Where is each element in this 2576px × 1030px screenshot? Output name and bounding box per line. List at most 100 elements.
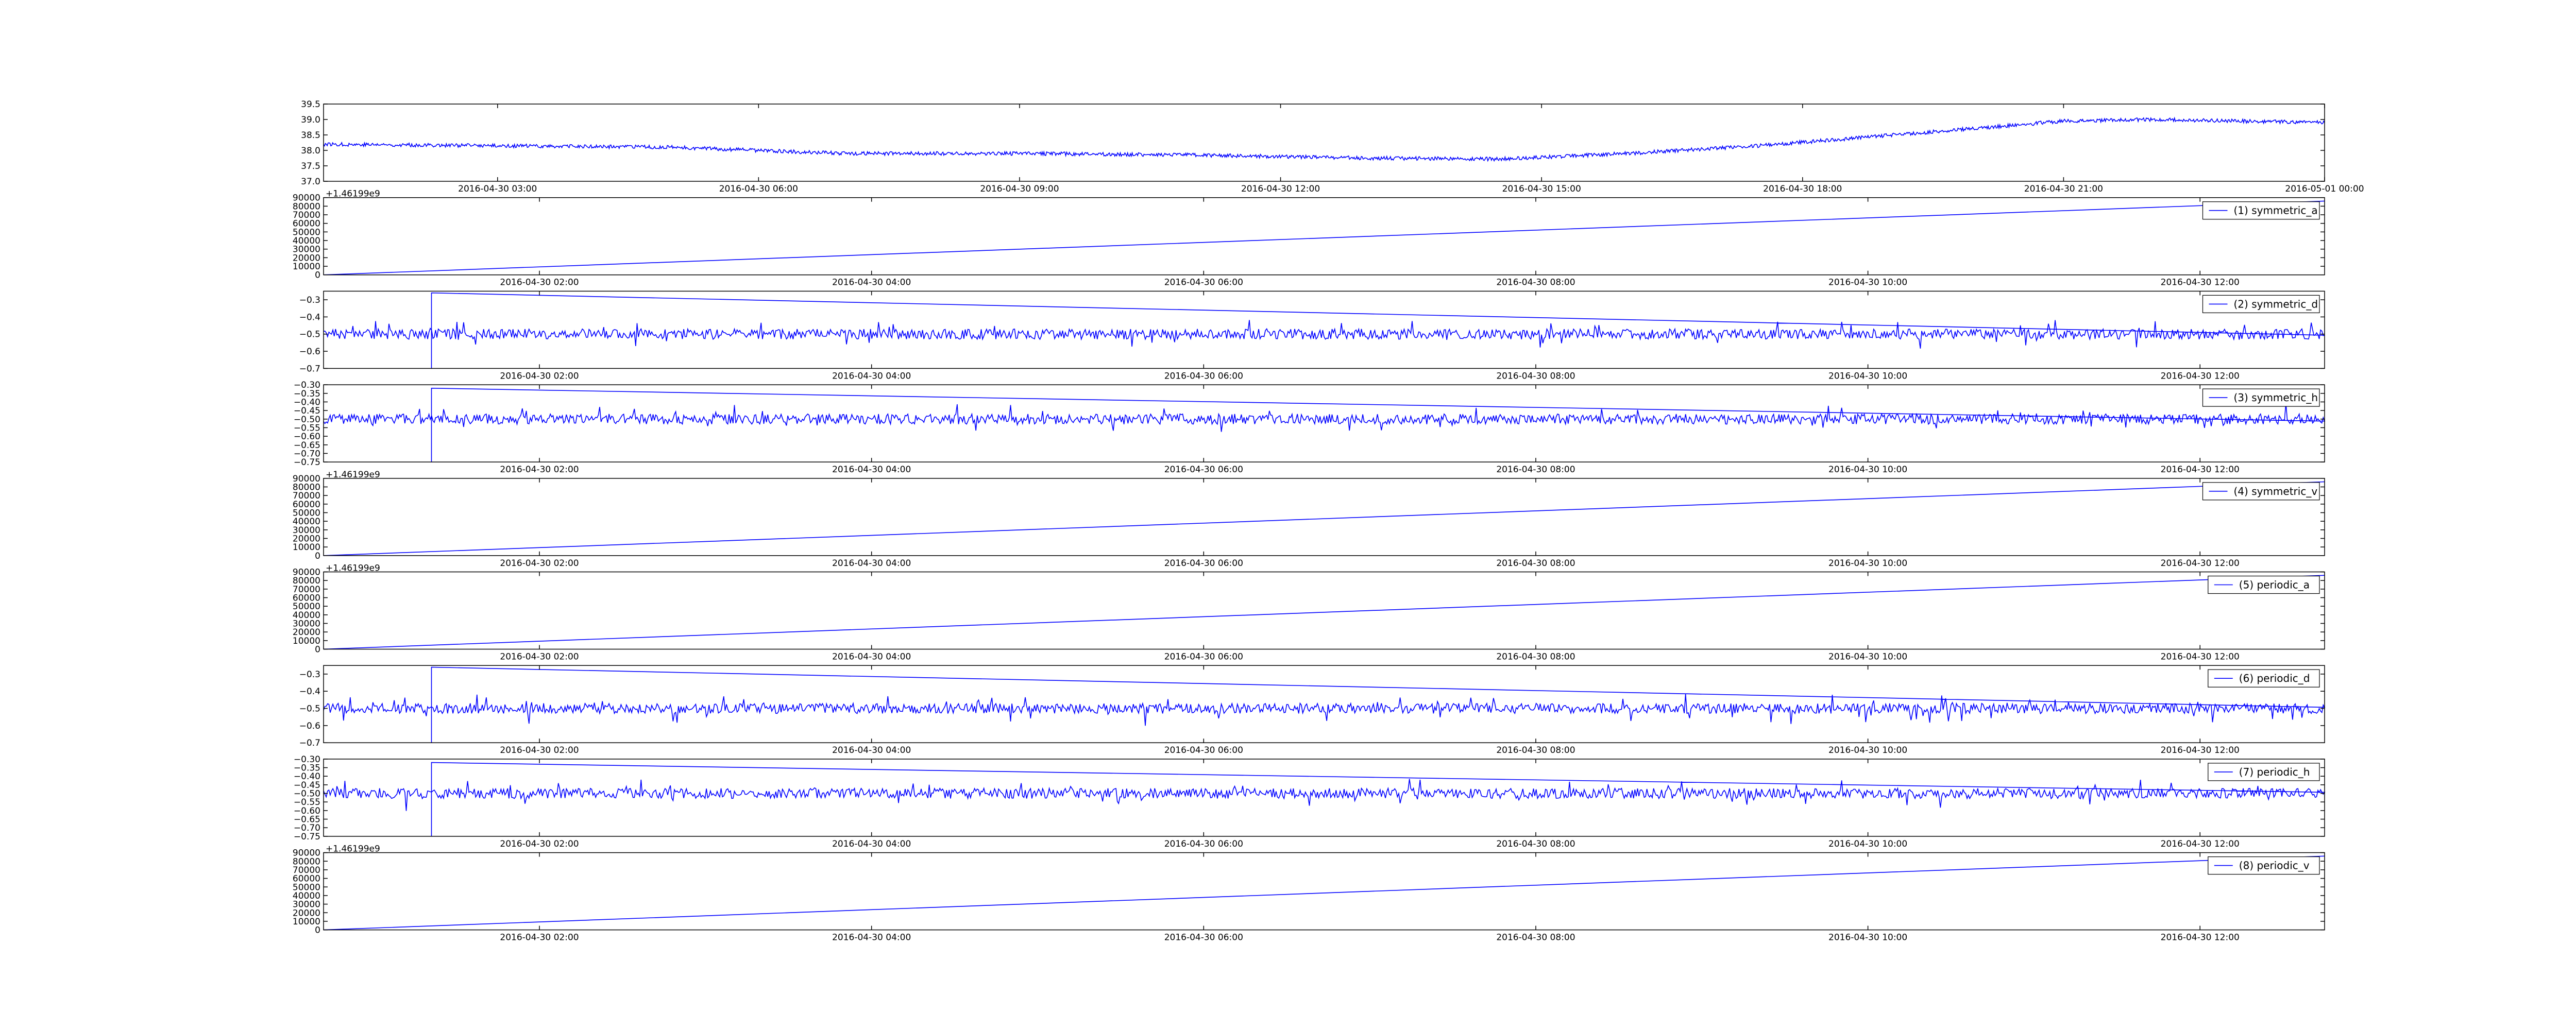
subplot-5: 0100002000030000400005000060000700008000… [293,470,2325,569]
x-tick-label: 2016-04-30 08:00 [1496,933,1575,943]
y-tick-label: 50000 [293,602,320,612]
x-tick-label: 2016-04-30 06:00 [1164,839,1243,849]
y-tick-label: 20000 [293,908,320,918]
y-tick-label: −0.55 [294,423,320,433]
y-tick-label: −0.7 [299,738,320,748]
y-tick-label: 80000 [293,856,320,867]
y-tick-label: −0.70 [294,823,320,833]
y-tick-label: −0.45 [294,780,320,791]
y-tick-label: −0.3 [299,670,320,680]
y-tick-label: 40000 [293,517,320,527]
x-tick-label: 2016-05-01 00:00 [2285,184,2364,194]
x-tick-label: 2016-04-30 04:00 [832,652,911,662]
axes-frame [323,665,2325,743]
y-tick-label: −0.6 [299,347,320,357]
x-tick-label: 2016-04-30 12:00 [2161,558,2240,569]
y-tick-label: 70000 [293,491,320,501]
y-tick-label: −0.75 [294,457,320,468]
series-line-8 [323,762,2326,836]
x-tick-label: 2016-04-30 04:00 [832,745,911,756]
x-tick-label: 2016-04-30 04:00 [832,558,911,569]
subplot-3: −0.7 −0.6 −0.5 −0.4 −0.3 2016-04-30 02:00 2016… [299,290,2325,381]
y-tick-label: −0.7 [299,364,320,374]
y-tick-label: 70000 [293,585,320,595]
y-tick-label: −0.30 [294,380,320,390]
x-tick-label: 2016-04-30 12:00 [2161,465,2240,475]
y-tick-label: 40000 [293,610,320,621]
x-tick-label: 2016-04-30 04:00 [832,839,911,849]
axes-frame [323,290,2325,369]
legend-label: (3) symmetric_h [2234,391,2318,404]
series-line-7 [323,666,2326,743]
y-tick-label: 30000 [293,900,320,910]
series-line-1 [323,116,2325,162]
y-tick-label: 0 [315,645,320,655]
subplot-7: −0.7 −0.6 −0.5 −0.4 −0.3 2016-04-30 02:00 2016… [299,665,2326,756]
y-tick-label: −0.70 [294,449,320,459]
x-tick-label: 2016-04-30 15:00 [1502,184,1581,194]
x-tick-label: 2016-04-30 08:00 [1496,745,1575,756]
axes-frame [323,197,2325,276]
y-tick-label: 20000 [293,253,320,263]
legend: (7) periodic_h [2208,763,2320,781]
x-tick-label: 2016-04-30 21:00 [2024,184,2103,194]
y-tick-label: −0.40 [294,397,320,407]
y-tick-label: 60000 [293,593,320,604]
y-tick-label: 90000 [293,474,320,484]
subplot-6: 0100002000030000400005000060000700008000… [293,563,2325,662]
y-tick-label: 37.5 [301,161,320,171]
y-tick-label: 10000 [293,262,320,272]
x-tick-label: 2016-04-30 10:00 [1828,371,1907,381]
axes-frame [323,384,2325,462]
y-tick-label: 30000 [293,245,320,255]
x-tick-label: 2016-04-30 12:00 [2161,933,2240,943]
x-tick-label: 2016-04-30 04:00 [832,278,911,288]
axes-frame [323,852,2325,931]
x-tick-label: 2016-04-30 02:00 [500,371,579,381]
y-tick-label: 37.0 [301,177,320,187]
axes-frame [323,759,2325,837]
y-tick-label: −0.65 [294,440,320,451]
x-tick-label: 2016-04-30 06:00 [1164,745,1243,756]
x-tick-label: 2016-04-30 03:00 [458,184,537,194]
y-tick-label: 20000 [293,627,320,638]
legend: (3) symmetric_h [2202,388,2320,407]
y-tick-label: 80000 [293,201,320,212]
x-tick-label: 2016-04-30 06:00 [1164,933,1243,943]
subplot-9: 0100002000030000400005000060000700008000… [293,844,2325,943]
y-tick-label: 30000 [293,525,320,536]
x-tick-label: 2016-04-30 18:00 [1763,184,1842,194]
y-tick-label: 38.5 [301,130,320,141]
x-tick-label: 2016-04-30 12:00 [2161,652,2240,662]
subplot-4: −0.75−0.70−0.65−0.60−0.55−0.50−0.45−0.40… [294,380,2326,475]
legend-label: (4) symmetric_v [2234,485,2318,497]
axes-frame [323,104,2325,182]
y-tick-label: 50000 [293,508,320,518]
subplot-1: 37.0 37.5 38.0 38.5 39.0 39.5 2016-04-30 03:00… [301,99,2364,194]
x-tick-label: 2016-04-30 04:00 [832,371,911,381]
y-tick-label: 38.0 [301,146,320,156]
y-tick-label: 70000 [293,865,320,876]
axes-frame [323,571,2325,650]
x-tick-label: 2016-04-30 12:00 [2161,839,2240,849]
x-tick-label: 2016-04-30 02:00 [500,558,579,569]
x-tick-label: 2016-04-30 06:00 [1164,558,1243,569]
subplot-2: 0100002000030000400005000060000700008000… [293,189,2325,288]
y-tick-label: 50000 [293,227,320,237]
y-tick-label: −0.3 [299,295,320,305]
y-tick-label: −0.75 [294,832,320,842]
x-tick-label: 2016-04-30 10:00 [1828,933,1907,943]
x-tick-label: 2016-04-30 06:00 [1164,465,1243,475]
y-tick-label: 60000 [293,500,320,510]
x-tick-label: 2016-04-30 04:00 [832,465,911,475]
y-tick-label: −0.4 [299,686,320,697]
legend: (2) symmetric_d [2202,295,2320,314]
legend: (5) periodic_a [2208,575,2320,594]
x-tick-label: 2016-04-30 06:00 [1164,371,1243,381]
y-tick-label: 10000 [293,636,320,646]
y-tick-label: 0 [315,925,320,936]
legend: (4) symmetric_v [2202,482,2320,501]
y-tick-label: 30000 [293,619,320,629]
x-tick-label: 2016-04-30 12:00 [1241,184,1320,194]
